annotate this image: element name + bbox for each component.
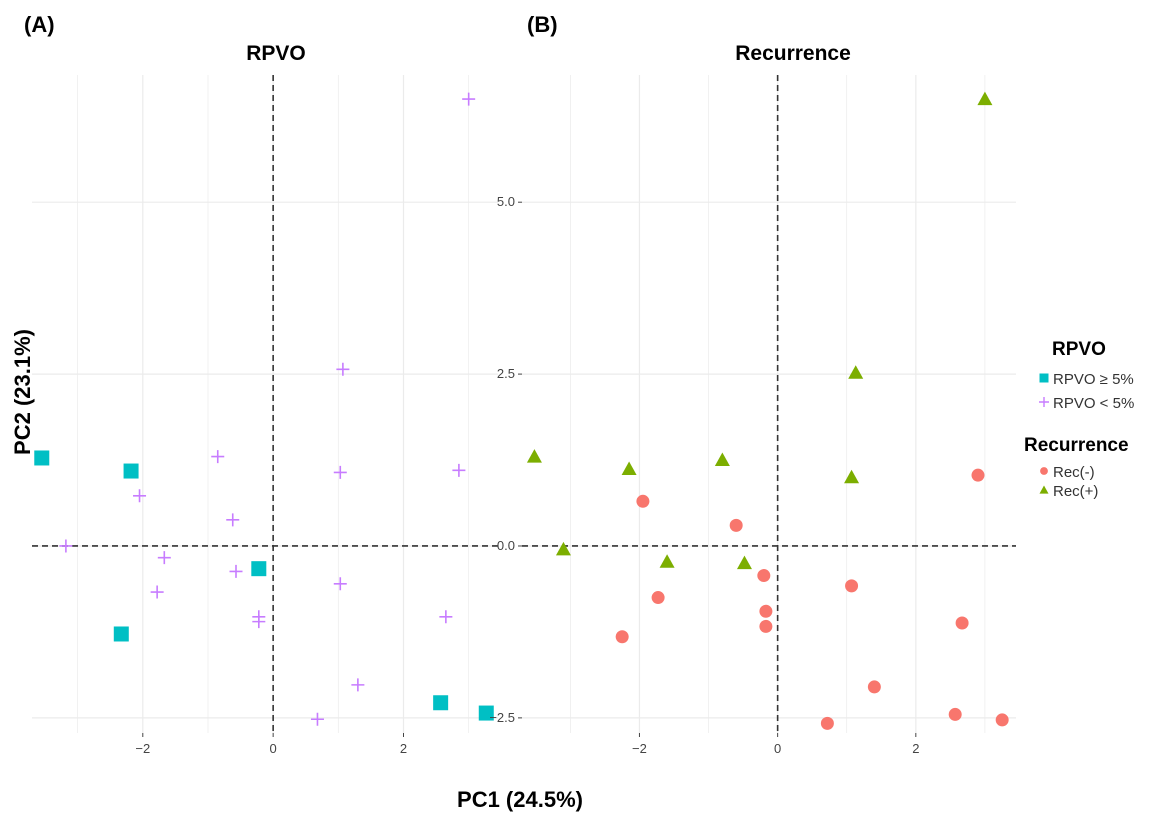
panel-a-point-plus bbox=[351, 678, 365, 692]
panel-b-title: Recurrence bbox=[735, 42, 851, 65]
panel-b-x-tick-label: 2 bbox=[912, 741, 919, 756]
panel-b-point-triangle bbox=[714, 452, 730, 467]
legend-marker-rpvo-low bbox=[1039, 397, 1049, 407]
panel-a-x-tick-label: −2 bbox=[135, 741, 150, 756]
panel-b-point-circle bbox=[759, 604, 773, 618]
panel-a-point-plus bbox=[333, 465, 347, 479]
panel-a-point-plus bbox=[333, 577, 347, 591]
legend-marker-triangle bbox=[1039, 485, 1049, 494]
legend-marker-plus bbox=[1039, 397, 1049, 407]
panel-a-title: RPVO bbox=[246, 42, 306, 65]
panel-b-point-circle bbox=[820, 716, 834, 730]
panel-a-point-plus bbox=[252, 615, 266, 629]
panel-b-y-tick-label: 5.0 bbox=[497, 194, 515, 209]
panel-b-point-triangle bbox=[977, 91, 993, 106]
panel-b-point-circle bbox=[759, 619, 773, 633]
panel-b-y-tick-label: 0.0 bbox=[497, 538, 515, 553]
panel-b-x-tick-label: −2 bbox=[632, 741, 647, 756]
legend-marker-rec-pos bbox=[1039, 485, 1049, 494]
panel-a-point-plus bbox=[229, 564, 243, 578]
panel-a-point-plus bbox=[452, 463, 466, 477]
panel-a-x-tick-label: 0 bbox=[270, 741, 277, 756]
panel-b-point-triangle bbox=[526, 449, 542, 463]
panel-a-plot: −2 0 2 bbox=[32, 75, 498, 756]
legend-label-rec-neg: Rec(-) bbox=[1053, 464, 1095, 481]
panel-b-point-circle bbox=[948, 707, 962, 721]
panel-b-y-tick-label: 2.5 bbox=[497, 366, 515, 381]
panel-b-point-circle bbox=[845, 579, 859, 593]
legend-title-rpvo: RPVO bbox=[1052, 339, 1106, 360]
panel-a-point-square bbox=[34, 450, 50, 466]
legend-title-recurrence: Recurrence bbox=[1024, 435, 1129, 456]
panel-b-plot: −2 0 2 −2.5 0.0 2.5 5.0 bbox=[489, 75, 1016, 756]
legend-marker-rpvo-high bbox=[1039, 373, 1049, 383]
panel-a-point-plus bbox=[211, 450, 225, 464]
legend: RPVO RPVO ≥ 5% RPVO < 5% Recurrence Rec(… bbox=[1024, 339, 1134, 500]
panel-a-point-plus bbox=[59, 539, 73, 553]
panel-b-series-rec bbox=[615, 468, 1009, 730]
panel-a-point-square bbox=[433, 695, 449, 711]
panel-a-point-square bbox=[478, 705, 494, 721]
legend-label-rpvo-low: RPVO < 5% bbox=[1053, 395, 1134, 412]
panel-a-point-plus bbox=[226, 513, 240, 527]
panel-a-x-tick-label: 2 bbox=[400, 741, 407, 756]
panel-a-series-rpvo-5 bbox=[59, 92, 476, 726]
legend-marker-circle bbox=[1040, 467, 1048, 475]
panel-a-point-plus bbox=[462, 92, 476, 106]
panel-b-point-circle bbox=[651, 591, 665, 605]
y-axis-title: PC2 (23.1%) bbox=[10, 329, 35, 455]
panel-a-point-plus bbox=[336, 362, 350, 376]
legend-label-rpvo-high: RPVO ≥ 5% bbox=[1053, 371, 1134, 388]
panel-b-point-triangle bbox=[659, 554, 675, 568]
panel-a-point-plus bbox=[310, 712, 324, 726]
panel-a-point-plus bbox=[133, 489, 147, 503]
panel-b-point-triangle bbox=[736, 555, 752, 570]
panel-b-series-rec bbox=[526, 91, 993, 570]
panel-a-point-square bbox=[113, 626, 129, 642]
panel-a-point-plus bbox=[150, 585, 164, 599]
panel-a-point-square bbox=[251, 561, 267, 577]
panel-b-y-tick-label: −2.5 bbox=[489, 710, 515, 725]
panel-a-point-square bbox=[123, 463, 139, 479]
panel-b-point-circle bbox=[971, 468, 985, 482]
panel-a-letter: (A) bbox=[24, 12, 55, 37]
panel-b-point-triangle bbox=[848, 365, 864, 379]
panel-b-x-tick-label: 0 bbox=[774, 741, 781, 756]
panel-b-point-circle bbox=[867, 680, 881, 694]
legend-label-rec-pos: Rec(+) bbox=[1053, 483, 1098, 500]
panel-b-point-circle bbox=[757, 569, 771, 583]
panel-b-point-triangle bbox=[844, 469, 860, 484]
panel-b-point-triangle bbox=[555, 541, 571, 556]
panel-b-point-circle bbox=[729, 518, 743, 532]
legend-marker-rec-neg bbox=[1040, 467, 1048, 475]
panel-b-point-circle bbox=[615, 630, 629, 644]
x-axis-title: PC1 (24.5%) bbox=[457, 787, 583, 812]
panel-b-point-circle bbox=[955, 616, 969, 630]
panel-b-point-triangle bbox=[621, 461, 637, 475]
panel-a-point-plus bbox=[439, 610, 453, 624]
panel-b-point-circle bbox=[636, 494, 650, 508]
legend-marker-square bbox=[1039, 373, 1049, 383]
panel-a-point-plus bbox=[157, 551, 171, 565]
panel-b-point-circle bbox=[995, 713, 1009, 727]
panel-a-series-rpvo-5 bbox=[34, 450, 494, 721]
panel-b-letter: (B) bbox=[527, 12, 558, 37]
